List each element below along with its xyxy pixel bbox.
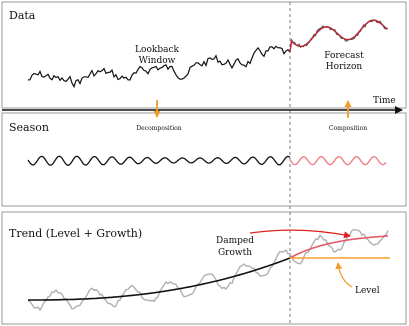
season-lookback-series	[27, 155, 291, 166]
data-panel-title: Data	[9, 9, 36, 22]
data-forecast-actual-series	[289, 19, 388, 53]
trend-panel	[1, 211, 407, 325]
damped-growth-series	[289, 235, 389, 259]
damped-growth-label-line1: Damped	[216, 236, 254, 246]
trend-lookback-series	[28, 257, 291, 301]
lookback-label-line1: Lookback	[135, 45, 179, 55]
level-label: Level	[355, 286, 380, 296]
time-axis-label: Time	[373, 96, 396, 106]
trend-data-background-series	[27, 228, 389, 312]
data-panel	[1, 1, 407, 109]
damped-growth-label-line2: Growth	[218, 248, 252, 258]
level-arrow	[335, 262, 353, 288]
season-panel-title: Season	[9, 121, 49, 134]
forecast-label-line2: Horizon	[326, 62, 363, 72]
trend-panel-title: Trend (Level + Growth)	[9, 227, 142, 240]
season-panel	[1, 112, 407, 207]
lookback-label-line2: Window	[139, 56, 176, 66]
decomposition-label: Decomposition	[136, 125, 181, 132]
forecast-label-line1: Forecast	[324, 51, 364, 61]
season-forecast-series	[289, 155, 387, 166]
data-lookback-series	[27, 45, 291, 89]
data-forecast-series	[289, 19, 388, 53]
damped-growth-arrow	[249, 229, 351, 239]
composition-label: Composition	[329, 125, 367, 132]
